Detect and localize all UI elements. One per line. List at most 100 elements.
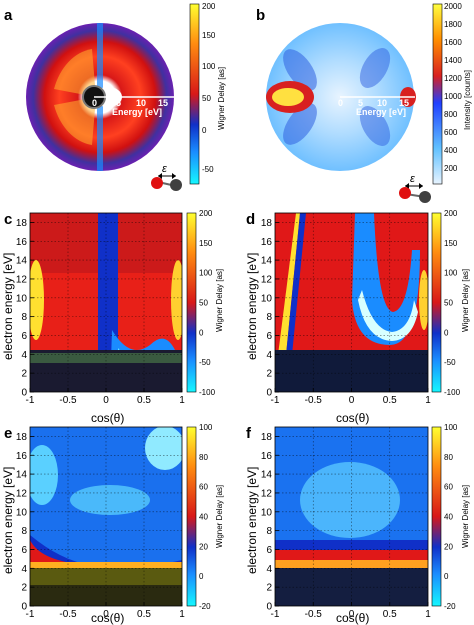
- xtick-label-d-3: 0.5: [383, 395, 397, 406]
- ytick-label-c-4: 8: [21, 312, 27, 323]
- colorbar-a: [189, 3, 200, 185]
- ytick-label-f-8: 16: [261, 451, 273, 462]
- cb-tick-b-6: 800: [444, 110, 458, 119]
- yticks-c: 0 2 4 6 8 10 12 14 16 18: [16, 218, 34, 399]
- ytick-label-d-0: 0: [266, 388, 272, 399]
- energy-label-b: Energy [eV]: [356, 107, 406, 117]
- ytick-label-e-5: 10: [16, 507, 28, 518]
- cb-tick-c-1: 150: [199, 239, 213, 248]
- xtick-label-f-0: -1: [271, 609, 280, 620]
- xtick-label-c-1: -0.5: [59, 395, 77, 406]
- xtick-label-e-2: 0: [103, 609, 109, 620]
- cb-tick-f-4: 20: [444, 542, 453, 551]
- colorbar-ticks-d: 200 150 100 50 0 -50 -100: [444, 209, 461, 397]
- cb-tick-f-1: 80: [444, 453, 453, 462]
- cb-tick-c-6: -100: [199, 388, 216, 397]
- xtick-label-c-2: 0: [103, 395, 109, 406]
- cb-tick-b-7: 600: [444, 128, 458, 137]
- panel-label-b: b: [256, 7, 265, 24]
- colorbar-ticks-f: 100 80 60 40 20 0 -20: [444, 423, 458, 611]
- heatmap-f-red: [275, 550, 428, 560]
- cb-tick-d-6: -100: [444, 388, 461, 397]
- colorbar-f: [431, 426, 442, 607]
- energy-tick-b-0: 0: [338, 98, 343, 108]
- xtick-label-c-4: 1: [179, 395, 185, 406]
- ytick-label-d-2: 4: [266, 350, 272, 361]
- xtick-label-f-1: -0.5: [305, 609, 323, 620]
- grid-d: [275, 213, 428, 392]
- cb-tick-a-3: 50: [202, 94, 211, 103]
- ytick-label-d-7: 14: [261, 256, 273, 267]
- energy-tick-a-3: 15: [158, 98, 168, 108]
- carbon-atom-a: [170, 179, 182, 191]
- cb-tick-b-4: 1200: [444, 74, 462, 83]
- ytick-label-c-2: 4: [21, 350, 27, 361]
- energy-tick-b-3: 15: [399, 98, 409, 108]
- polar-lobe-b-3: [359, 48, 391, 88]
- heatmap-d-white-arc: [358, 290, 418, 341]
- polar-lobe-b-1: [283, 49, 317, 91]
- xtick-label-f-4: 1: [425, 609, 431, 620]
- xtick-label-d-1: -0.5: [305, 395, 323, 406]
- ytick-label-f-4: 8: [266, 526, 272, 537]
- xtick-label-e-1: -0.5: [59, 609, 77, 620]
- polar-lobe-b-4: [359, 106, 391, 146]
- panel-b: b 0 5 10 15 Energy [eV] ε 2000 1800 1600…: [256, 2, 472, 203]
- ytick-label-d-3: 6: [266, 331, 272, 342]
- ylabel-c: electron energy [eV]: [1, 253, 15, 360]
- heatmap-c-right-edge-yellow: [171, 260, 182, 340]
- xlabel-d: cos(θ): [336, 411, 369, 425]
- cb-tick-e-5: 0: [199, 572, 204, 581]
- xtick-label-f-2: 0: [349, 609, 355, 620]
- ytick-label-e-8: 16: [16, 451, 28, 462]
- ylabel-e: electron energy [eV]: [1, 467, 15, 574]
- cb-tick-d-5: -50: [444, 358, 456, 367]
- xticks-e: -1 -0.5 0 0.5 1: [26, 602, 185, 620]
- cb-tick-d-4: 0: [444, 328, 449, 337]
- cb-tick-c-5: -50: [199, 358, 211, 367]
- ytick-label-d-5: 10: [261, 293, 273, 304]
- ytick-label-d-4: 8: [266, 312, 272, 323]
- xlabel-f: cos(θ): [336, 611, 369, 625]
- xticks-c: -1 -0.5 0 0.5 1: [26, 388, 185, 406]
- cb-tick-d-2: 100: [444, 269, 458, 278]
- molecule-icon-b: ε: [399, 173, 431, 203]
- cb-tick-b-8: 400: [444, 146, 458, 155]
- colorbar-ticks-e: 100 80 60 40 20 0 -20: [199, 423, 213, 611]
- xtick-label-d-2: 0: [349, 395, 355, 406]
- cb-tick-f-3: 40: [444, 513, 453, 522]
- panel-label-a: a: [4, 7, 13, 24]
- ytick-label-c-8: 16: [16, 237, 28, 248]
- polar-hotspot-b-left-core: [272, 88, 304, 106]
- ytick-label-e-1: 2: [21, 583, 27, 594]
- cb-tick-a-0: 200: [202, 2, 216, 11]
- cb-tick-b-5: 1000: [444, 92, 462, 101]
- ytick-label-d-6: 12: [261, 274, 273, 285]
- colorbar-label-c: Wigner Delay [as]: [215, 269, 224, 332]
- ytick-label-f-6: 12: [261, 488, 273, 499]
- heatmap-d-right-edge-yellow: [419, 270, 428, 330]
- heatmap-f: [275, 427, 428, 606]
- ytick-label-e-4: 8: [21, 526, 27, 537]
- oxygen-atom-b: [399, 187, 411, 199]
- cb-tick-e-3: 40: [199, 513, 208, 522]
- panel-label-f: f: [246, 425, 252, 442]
- xlabel-e: cos(θ): [91, 611, 124, 625]
- ytick-label-e-3: 6: [21, 545, 27, 556]
- heatmap-e-dark-blue: [30, 535, 182, 568]
- cb-tick-a-4: 0: [202, 126, 207, 135]
- polarization-arrowheads-b: [405, 183, 423, 189]
- energy-tick-b-2: 10: [377, 98, 387, 108]
- energy-label-a: Energy [eV]: [112, 107, 162, 117]
- colorbar-c: [186, 212, 197, 393]
- heatmap-d-yellow-streak: [278, 213, 300, 355]
- ytick-label-d-8: 16: [261, 237, 273, 248]
- heatmap-e-red-corner: [30, 540, 80, 566]
- xtick-label-e-0: -1: [26, 609, 35, 620]
- heatmap-c: [30, 213, 182, 392]
- cb-tick-b-2: 1600: [444, 38, 462, 47]
- cb-tick-e-4: 20: [199, 542, 208, 551]
- panel-c: c -1 -0.5 0 0.5 1 0 2 4 6 8 10 12 14 16 18 cos(θ) ele…: [1, 209, 224, 425]
- cb-tick-d-1: 150: [444, 239, 458, 248]
- ytick-label-c-7: 14: [16, 256, 28, 267]
